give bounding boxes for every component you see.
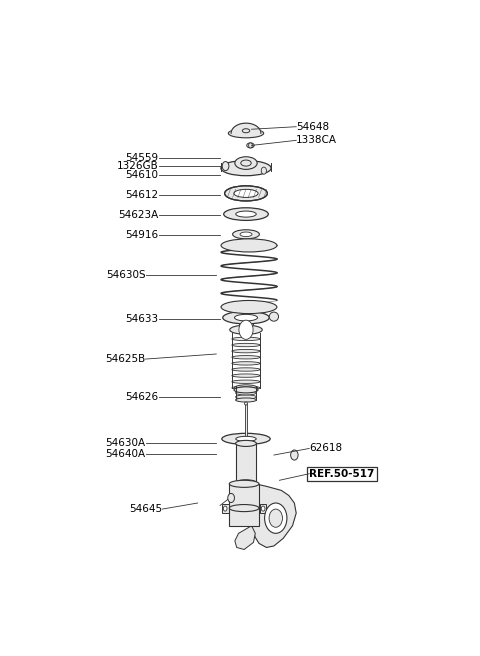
Text: 54623A: 54623A [119,210,158,220]
Text: 1326GB: 1326GB [117,161,158,171]
Ellipse shape [232,356,260,359]
Ellipse shape [232,337,260,340]
Ellipse shape [244,402,248,405]
Circle shape [249,143,252,148]
Ellipse shape [229,504,259,512]
Ellipse shape [247,143,254,148]
Text: 54626: 54626 [125,392,158,402]
Ellipse shape [242,129,250,133]
Ellipse shape [269,312,278,321]
Ellipse shape [232,374,260,377]
Circle shape [269,509,282,527]
Ellipse shape [225,186,267,201]
Bar [229,484,259,508]
Ellipse shape [235,157,257,169]
Ellipse shape [234,387,258,393]
Circle shape [223,506,227,511]
Circle shape [222,161,229,171]
Ellipse shape [234,190,258,197]
Ellipse shape [222,434,270,444]
Ellipse shape [232,350,260,353]
Ellipse shape [236,391,256,395]
Text: 54645: 54645 [129,504,162,514]
Ellipse shape [221,300,277,314]
Bar [222,504,228,513]
Bar [244,403,248,438]
Text: REF.50-517: REF.50-517 [309,469,374,479]
Ellipse shape [240,232,252,237]
Ellipse shape [230,325,262,335]
Text: 54630S: 54630S [106,270,145,279]
Text: 62618: 62618 [309,443,342,453]
Polygon shape [235,525,255,550]
Text: 54610: 54610 [126,170,158,180]
Text: 54916: 54916 [125,230,158,240]
Ellipse shape [236,436,256,441]
Text: 54625B: 54625B [105,354,145,364]
Ellipse shape [236,211,256,217]
Ellipse shape [236,387,256,391]
Text: 1338CA: 1338CA [296,135,337,146]
Text: 54648: 54648 [296,122,329,132]
Ellipse shape [235,385,257,391]
Ellipse shape [234,314,258,321]
Ellipse shape [236,480,256,486]
Polygon shape [231,123,261,133]
Circle shape [290,450,298,460]
Ellipse shape [236,395,256,399]
Ellipse shape [229,480,259,487]
Ellipse shape [236,398,256,402]
Ellipse shape [233,230,259,239]
Polygon shape [252,484,296,548]
Circle shape [261,167,266,174]
Circle shape [264,503,287,533]
Ellipse shape [236,440,256,447]
Ellipse shape [241,160,251,166]
Text: 54612: 54612 [125,190,158,200]
Bar [229,508,259,525]
Ellipse shape [232,368,260,371]
Ellipse shape [221,239,277,252]
Bar [260,504,266,513]
Circle shape [261,506,265,511]
Ellipse shape [232,343,260,347]
Ellipse shape [232,361,260,365]
Ellipse shape [232,386,260,390]
Circle shape [228,493,234,502]
Text: 54640A: 54640A [106,449,145,459]
Text: 54559: 54559 [125,153,158,163]
Ellipse shape [228,129,264,138]
Ellipse shape [221,161,271,176]
Text: 54630A: 54630A [106,438,145,449]
Circle shape [239,320,253,339]
Text: 54633: 54633 [125,314,158,323]
Ellipse shape [232,380,260,383]
Ellipse shape [224,208,268,220]
Ellipse shape [223,312,269,324]
Bar [236,443,256,483]
